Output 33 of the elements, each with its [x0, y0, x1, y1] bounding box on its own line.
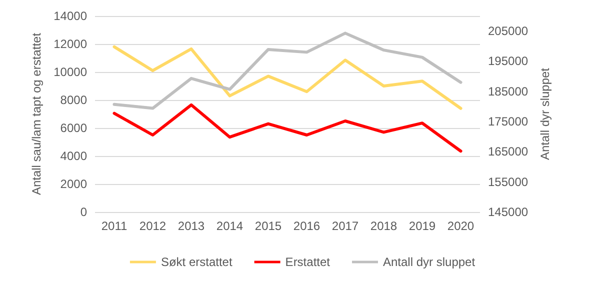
- y2-tick-label: 155000: [488, 174, 528, 189]
- line-series: [112, 103, 462, 153]
- x-tick-label: 2019: [408, 219, 436, 233]
- x-tick-label: 2012: [139, 219, 166, 233]
- y-axis-title: Antall sau/lam tapt og erstattet: [30, 32, 44, 196]
- line-series: [112, 45, 462, 110]
- y-tick-label: 2000: [60, 177, 88, 191]
- legend-label: Erstattet: [285, 255, 331, 269]
- x-tick-label: 2017: [332, 219, 359, 233]
- y2-tick-label: 185000: [488, 84, 528, 98]
- y2-tick-label: 165000: [488, 144, 528, 159]
- x-tick-label: 2020: [447, 219, 474, 233]
- line-series: [112, 32, 462, 110]
- y-tick-label: 14000: [54, 9, 88, 23]
- x-tick-label: 2013: [178, 219, 205, 233]
- legend-label: Søkt erstattet: [160, 255, 233, 269]
- y2-tick-label: 195000: [488, 54, 528, 68]
- y2-axis-title: Antall dyr sluppet: [538, 67, 552, 160]
- x-tick-label: 2018: [370, 219, 398, 233]
- y-tick-label: 8000: [60, 93, 88, 107]
- x-tick-label: 2014: [216, 219, 244, 233]
- y2-tick-label: 145000: [488, 205, 528, 219]
- y2-tick-label: 205000: [488, 24, 528, 38]
- x-tick-label: 2015: [254, 219, 282, 233]
- x-tick-label: 2011: [101, 219, 128, 233]
- y-tick-label: 4000: [60, 149, 88, 163]
- y2-tick-label: 175000: [488, 114, 528, 129]
- x-tick-label: 2016: [293, 219, 320, 233]
- legend-label: Antall dyr sluppet: [382, 255, 476, 269]
- y-tick-label: 12000: [54, 37, 88, 51]
- y-tick-label: 6000: [60, 121, 88, 135]
- y-tick-label: 10000: [54, 65, 88, 79]
- y-tick-label: 0: [80, 205, 88, 219]
